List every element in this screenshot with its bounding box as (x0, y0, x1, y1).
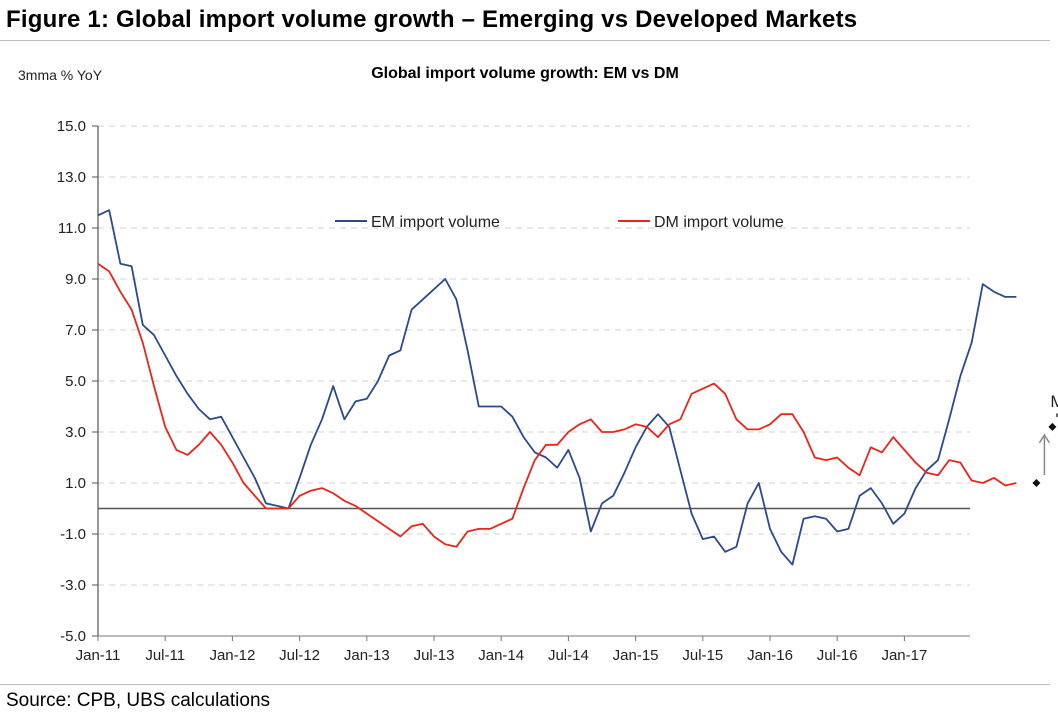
legend: EM import volume DM import volume (335, 214, 784, 231)
line-chart: Global import volume growth: EM vs DM 3m… (18, 65, 1058, 664)
y-tick-label: -1.0 (60, 526, 86, 543)
annotation-marker-current (1032, 479, 1041, 487)
x-tick-label: Jul-11 (145, 647, 185, 664)
series-lines (97, 209, 1017, 566)
y-axis-ticks: 15.0 13.0 11.0 9.0 7.0 5.0 3.0 1.0 -1.0 -3.0 -5.0 (57, 118, 98, 645)
annotation-marker-target (1048, 422, 1057, 431)
annotation-label-month: May (1050, 392, 1058, 411)
y-tick-label: 5.0 (65, 373, 86, 390)
x-tick-label: Jan-12 (209, 647, 255, 664)
em-series-line (97, 209, 1017, 566)
y-axis-unit-label: 3mma % YoY (18, 67, 103, 83)
y-tick-label: 11.0 (58, 220, 86, 237)
chart-title: Global import volume growth: EM vs DM (371, 65, 679, 82)
footer-divider (0, 684, 1050, 685)
x-tick-label: Jan-15 (613, 647, 659, 664)
may-17-annotation: May'17 (1032, 392, 1058, 487)
x-tick-label: Jul-15 (682, 647, 723, 664)
y-tick-label: 15.0 (57, 118, 86, 135)
legend-label: DM import volume (654, 214, 784, 231)
x-tick-label: Jan-16 (747, 647, 793, 664)
x-tick-label: Jan-14 (478, 647, 524, 664)
legend-label: EM import volume (371, 214, 500, 231)
x-tick-label: Jul-16 (817, 647, 858, 664)
y-tick-label: 7.0 (65, 322, 86, 339)
x-tick-label: Jan-11 (76, 647, 121, 664)
figure-title: Figure 1: Global import volume growth – … (6, 6, 858, 33)
annotation-arrow-head (1038, 433, 1051, 444)
x-tick-label: Jan-13 (344, 647, 390, 664)
x-tick-label: Jan-17 (881, 647, 927, 664)
x-tick-label: Jul-14 (548, 647, 589, 664)
y-tick-label: -3.0 (60, 577, 86, 594)
y-tick-label: 3.0 (65, 424, 86, 441)
x-tick-label: Jul-13 (414, 647, 455, 664)
title-divider (0, 40, 1050, 41)
annotation-label-year: '17 (1055, 410, 1058, 429)
y-tick-label: 13.0 (57, 169, 86, 186)
dm-series-line (97, 262, 1017, 548)
source-note: Source: CPB, UBS calculations (6, 690, 271, 711)
y-tick-label: 1.0 (65, 475, 86, 492)
gridlines (98, 125, 970, 586)
x-tick-label: Jul-12 (279, 647, 320, 664)
y-tick-label: -5.0 (60, 628, 86, 645)
x-axis-ticks: Jan-11 Jul-11 Jan-12 Jul-12 Jan-13 Jul-13 Jan-… (76, 636, 927, 664)
y-tick-label: 9.0 (65, 271, 86, 288)
